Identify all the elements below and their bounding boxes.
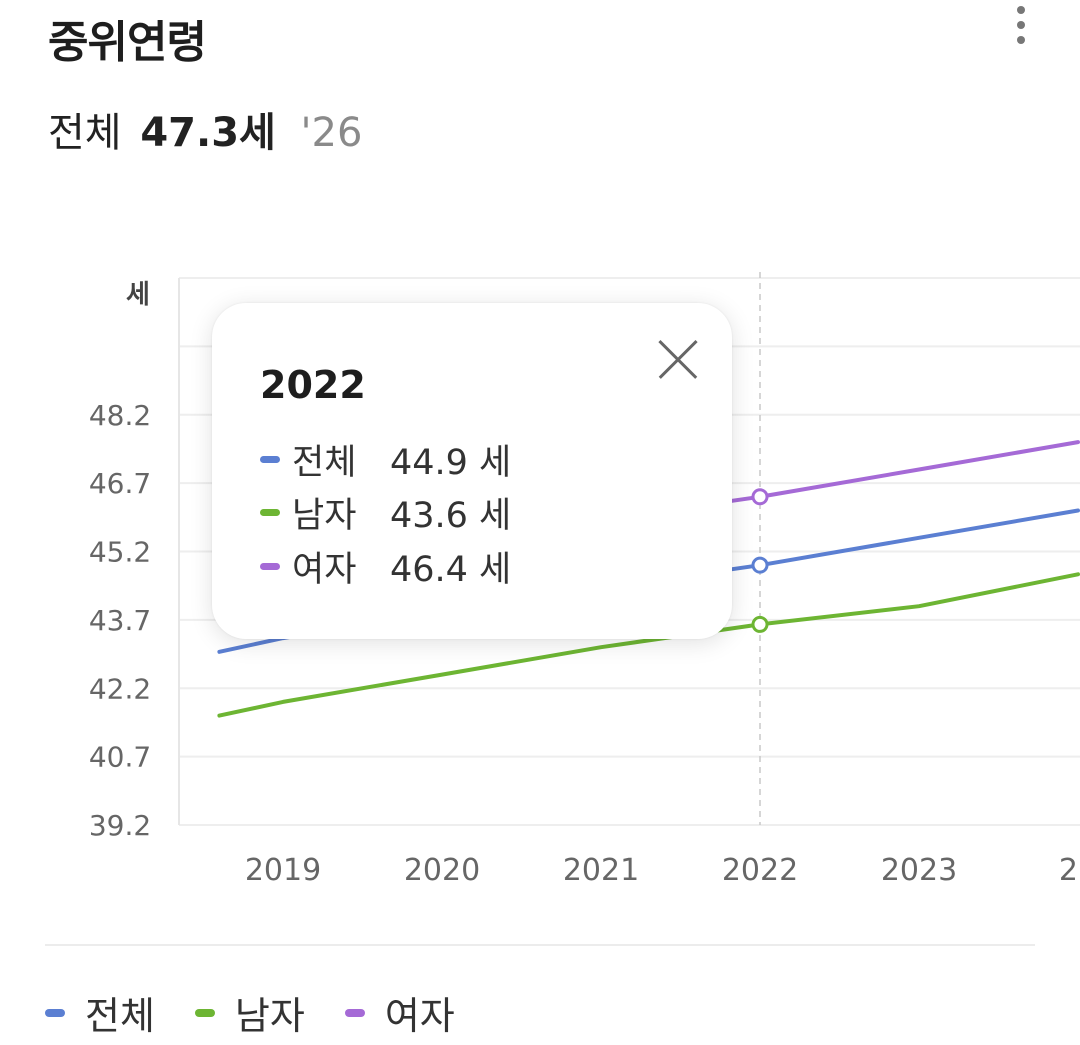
legend-item-female[interactable]: 여자 bbox=[344, 985, 455, 1040]
x-tick-label: 20 bbox=[1059, 853, 1080, 888]
x-tick-label: 2020 bbox=[404, 853, 480, 888]
tooltip-row-total: 전체 44.9 세 bbox=[260, 436, 512, 483]
tooltip-row-male: 남자 43.6 세 bbox=[260, 489, 512, 536]
legend-item-total[interactable]: 전체 bbox=[45, 985, 155, 1040]
data-point-female bbox=[751, 488, 769, 506]
series-swatch bbox=[260, 508, 280, 516]
summary-year: '26 bbox=[300, 110, 363, 156]
tooltip-series-name: 전체 bbox=[292, 442, 357, 483]
y-axis-unit: 세 bbox=[126, 280, 150, 310]
summary-label: 전체 bbox=[48, 110, 122, 156]
legend-swatch bbox=[194, 1008, 215, 1017]
legend-label: 여자 bbox=[384, 994, 455, 1038]
y-tick-label: 48.2 bbox=[89, 399, 151, 432]
y-tick-label: 43.7 bbox=[89, 604, 151, 637]
chart-legend: 전체 남자 여자 bbox=[45, 985, 495, 1040]
tooltip-series-name: 여자 bbox=[292, 549, 357, 590]
legend-item-male[interactable]: 남자 bbox=[194, 985, 305, 1040]
series-line-male bbox=[217, 572, 1080, 718]
divider bbox=[45, 944, 1035, 946]
legend-label: 남자 bbox=[234, 994, 305, 1038]
summary-value: 47.3세 bbox=[140, 110, 276, 156]
x-tick-label: 2021 bbox=[563, 853, 639, 888]
summary: 전체 47.3세 '26 bbox=[48, 100, 362, 158]
page-title: 중위연령 bbox=[48, 17, 207, 68]
tooltip-year: 2022 bbox=[260, 363, 366, 407]
tooltip-series-value: 44.9 세 bbox=[390, 442, 512, 483]
series-swatch bbox=[260, 455, 280, 463]
tooltip-series-name: 남자 bbox=[292, 495, 357, 536]
y-tick-label: 39.2 bbox=[89, 809, 151, 842]
tooltip-series-value: 43.6 세 bbox=[390, 495, 512, 536]
chart-tooltip: 2022 전체 44.9 세 남자 43.6 세 여자 46.4 세 bbox=[212, 303, 732, 639]
y-tick-label: 45.2 bbox=[89, 536, 151, 569]
x-tick-label: 2019 bbox=[245, 853, 321, 888]
y-tick-label: 42.2 bbox=[89, 672, 151, 705]
tooltip-row-female: 여자 46.4 세 bbox=[260, 543, 512, 590]
legend-swatch bbox=[45, 1008, 65, 1017]
data-point-male bbox=[751, 615, 769, 633]
series-swatch bbox=[260, 562, 280, 570]
data-point-total bbox=[751, 556, 769, 574]
x-tick-label: 2022 bbox=[722, 853, 798, 888]
legend-label: 전체 bbox=[85, 994, 155, 1038]
legend-swatch bbox=[344, 1008, 365, 1017]
close-icon[interactable] bbox=[656, 337, 700, 381]
more-options-icon[interactable] bbox=[1008, 2, 1034, 48]
tooltip-series-value: 46.4 세 bbox=[390, 549, 512, 590]
y-tick-label: 46.7 bbox=[89, 467, 151, 500]
x-tick-label: 2023 bbox=[881, 853, 957, 888]
y-tick-label: 40.7 bbox=[89, 741, 151, 774]
